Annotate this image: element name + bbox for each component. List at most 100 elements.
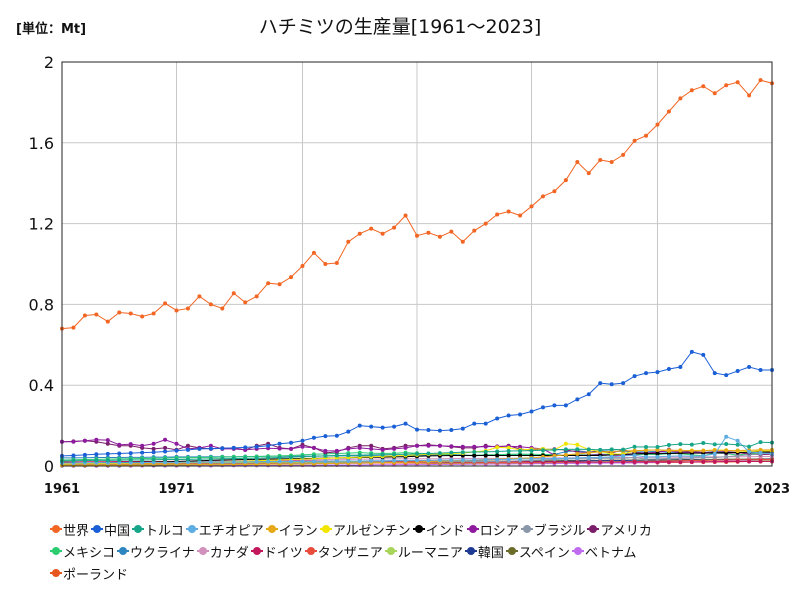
data-point: [277, 441, 282, 446]
data-point: [437, 443, 442, 448]
data-point: [518, 453, 523, 458]
data-point: [117, 310, 122, 315]
data-point: [128, 442, 133, 447]
data-point: [82, 452, 87, 457]
legend-label: アルゼンチン: [332, 523, 411, 539]
data-point: [472, 228, 477, 233]
data-point: [426, 458, 431, 463]
series-2: [60, 440, 774, 463]
data-point: [609, 447, 614, 452]
data-point: [712, 448, 717, 453]
legend-item: ロシア: [466, 520, 519, 539]
data-point: [174, 441, 179, 446]
data-point: [94, 458, 99, 463]
data-point: [747, 365, 752, 370]
data-point: [518, 448, 523, 453]
legend-item: イラン: [265, 520, 318, 539]
legend-label: 世界: [63, 523, 90, 539]
data-point: [369, 226, 374, 231]
data-point: [758, 450, 763, 455]
data-point: [724, 434, 729, 439]
data-point: [334, 448, 339, 453]
data-point: [151, 311, 156, 316]
legend-marker: [520, 523, 533, 535]
data-point: [644, 459, 649, 464]
data-point: [231, 456, 236, 461]
legend-label: ポーランド: [63, 567, 129, 583]
legend-marker: [132, 523, 145, 535]
data-point: [369, 424, 374, 429]
data-point: [712, 91, 717, 96]
data-point: [437, 451, 442, 456]
data-point: [575, 447, 580, 452]
data-point: [735, 459, 740, 464]
data-point: [563, 447, 568, 452]
data-point: [621, 152, 626, 157]
data-point: [403, 452, 408, 457]
data-point: [380, 425, 385, 430]
data-point: [563, 403, 568, 408]
y-tick-label: 0: [44, 457, 54, 476]
legend-item: トルコ: [132, 520, 184, 539]
data-point: [403, 421, 408, 426]
data-point: [197, 446, 202, 451]
data-point: [151, 457, 156, 462]
data-point: [369, 458, 374, 463]
data-point: [254, 459, 259, 464]
legend-label: アメリカ: [600, 523, 652, 539]
legend-item: ブラジル: [520, 520, 585, 539]
legend-item: ルーマニア: [384, 542, 463, 561]
data-point: [220, 459, 225, 464]
data-point: [655, 445, 660, 450]
legend-item: 世界: [50, 520, 89, 539]
data-point: [392, 424, 397, 429]
data-point: [311, 435, 316, 440]
data-point: [666, 367, 671, 372]
legend-item: ポーランド: [50, 564, 128, 583]
data-point: [529, 409, 534, 414]
data-point: [243, 456, 248, 461]
data-point: [197, 460, 202, 465]
legend-label: ロシア: [479, 523, 519, 539]
data-point: [644, 451, 649, 456]
data-point: [701, 448, 706, 453]
data-point: [220, 446, 225, 451]
data-point: [403, 213, 408, 218]
data-point: [701, 352, 706, 357]
data-point: [655, 454, 660, 459]
data-point: [563, 452, 568, 457]
legend-marker: [587, 523, 600, 535]
data-point: [735, 442, 740, 447]
series-lines: [60, 78, 774, 468]
data-point: [678, 453, 683, 458]
data-point: [403, 445, 408, 450]
data-point: [243, 459, 248, 464]
data-point: [140, 314, 145, 319]
data-point: [689, 448, 694, 453]
series-1: [60, 349, 774, 458]
data-point: [415, 233, 419, 238]
data-point: [621, 381, 626, 386]
data-point: [701, 453, 706, 458]
legend-label: インド: [425, 523, 465, 539]
data-point: [518, 457, 523, 462]
data-point: [575, 459, 580, 464]
data-point: [415, 451, 419, 456]
data-point: [346, 453, 351, 458]
data-point: [323, 459, 328, 464]
data-point: [747, 459, 752, 464]
legend-item: メキシコ: [50, 542, 115, 561]
data-point: [598, 447, 603, 452]
data-point: [563, 441, 568, 446]
data-point: [472, 444, 477, 449]
data-point: [586, 392, 591, 397]
legend-item: 韓国: [464, 542, 504, 561]
data-point: [289, 275, 294, 280]
data-point: [701, 459, 706, 464]
legend-item: インド: [412, 520, 465, 539]
legend-marker: [91, 523, 104, 535]
data-point: [357, 458, 362, 463]
data-point: [105, 458, 110, 463]
data-point: [300, 444, 305, 449]
data-point: [437, 458, 442, 463]
